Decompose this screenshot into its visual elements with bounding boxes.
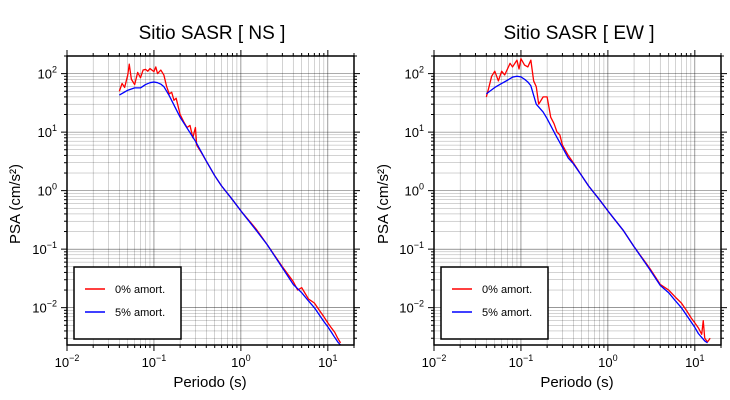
y-tick-label: 101 (405, 123, 424, 140)
y-axis-label: PSA (cm/s²) (7, 164, 24, 244)
plot-frame (433, 55, 722, 346)
x-tick-label: 100 (231, 353, 250, 370)
series-layer (118, 63, 342, 346)
x-tick-label: 10−1 (142, 353, 167, 370)
ticks: 10−2 10−1 100 101 10−2 10−1 100 101 102 (399, 50, 727, 370)
legend: 0% amort. 5% amort. (73, 266, 182, 340)
y-tick-label: 102 (38, 65, 57, 82)
x-tick-label: 101 (318, 353, 337, 370)
y-tick-label: 10−1 (399, 240, 424, 257)
legend-box (440, 266, 549, 340)
legend-label: 5% amort. (482, 307, 532, 319)
x-tick-label: 10−2 (422, 353, 447, 370)
y-tick-label: 102 (405, 65, 424, 82)
legend: 0% amort. 5% amort. (440, 266, 549, 340)
y-tick-label: 10−1 (32, 240, 57, 257)
x-axis-label: Periodo (s) (173, 374, 246, 391)
x-tick-label: 10−1 (509, 353, 534, 370)
x-tick-label: 10−2 (55, 353, 80, 370)
y-tick-label: 101 (38, 123, 57, 140)
grid (66, 55, 355, 345)
y-tick-label: 10−2 (399, 299, 424, 316)
y-tick-label: 100 (38, 182, 57, 199)
y-tick-label: 100 (405, 182, 424, 199)
legend-box (73, 266, 182, 340)
series-line-damping-0 (485, 58, 711, 343)
chart-title: Sitio SASR [ NS ] (139, 23, 286, 44)
x-tick-label: 101 (685, 353, 704, 370)
plot-frame (66, 55, 355, 346)
chart-title: Sitio SASR [ EW ] (504, 23, 655, 44)
y-axis-label: PSA (cm/s²) (375, 164, 392, 244)
x-axis-label: Periodo (s) (540, 374, 613, 391)
series-line-damping-5 (119, 81, 342, 346)
legend-label: 5% amort. (115, 307, 165, 319)
series-line-damping-5 (485, 75, 708, 344)
series-layer (485, 58, 711, 344)
y-tick-label: 10−2 (32, 299, 57, 316)
x-tick-label: 100 (598, 353, 617, 370)
chart-ns: Sitio SASR [ NS ] Periodo (s) PSA (cm/s²… (7, 23, 360, 391)
ticks: 10−2 10−1 100 101 10−2 10−1 100 101 102 (32, 50, 360, 370)
chart-ew: Sitio SASR [ EW ] Periodo (s) PSA (cm/s²… (375, 23, 727, 391)
legend-label: 0% amort. (115, 284, 165, 296)
legend-label: 0% amort. (482, 284, 532, 296)
